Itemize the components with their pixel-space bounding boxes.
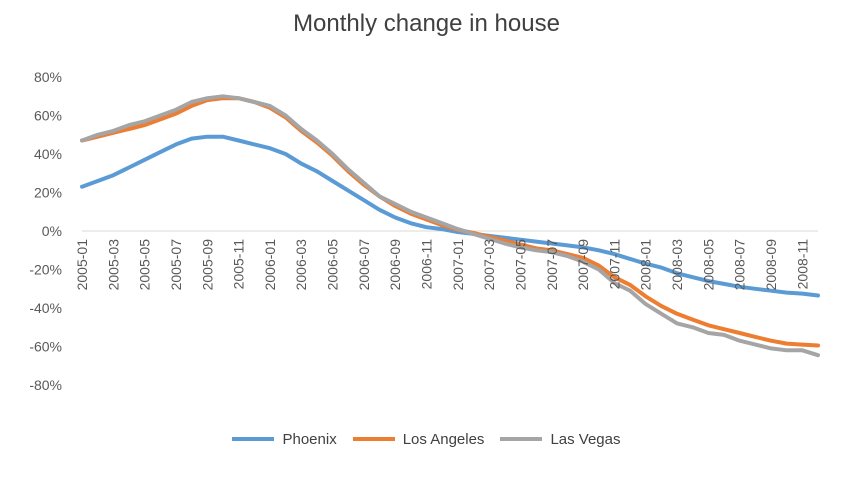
x-tick-label: 2007-05 bbox=[512, 239, 528, 291]
legend-label: Las Vegas bbox=[550, 430, 621, 448]
series-lines bbox=[80, 94, 820, 358]
x-tick-label: 2005-01 bbox=[74, 239, 90, 291]
y-tick-label: -20% bbox=[29, 262, 62, 278]
x-tick-label: 2006-09 bbox=[387, 239, 403, 291]
x-tick-label: 2007-09 bbox=[575, 239, 591, 291]
series-line-las-vegas bbox=[80, 94, 820, 358]
y-tick-label: 40% bbox=[34, 146, 62, 162]
series-line-phoenix bbox=[80, 134, 820, 298]
x-tick-label: 2005-05 bbox=[137, 239, 153, 291]
x-tick-label: 2005-11 bbox=[231, 239, 247, 290]
x-tick-label: 2006-11 bbox=[419, 239, 435, 290]
x-tick-label: 2008-09 bbox=[763, 239, 779, 291]
legend-label: Los Angeles bbox=[402, 430, 485, 448]
x-tick-label: 2007-03 bbox=[481, 239, 497, 291]
x-tick-label: 2008-11 bbox=[794, 239, 810, 290]
legend-item: Las Vegas bbox=[500, 430, 621, 448]
legend-swatch bbox=[232, 437, 275, 441]
y-axis-ticks: -80% -60% -40% -20% 0% 20% 40% 60% 80% bbox=[29, 69, 62, 393]
y-tick-label: 60% bbox=[34, 108, 62, 124]
y-tick-label: -80% bbox=[29, 377, 62, 393]
x-tick-label: 2008-01 bbox=[638, 239, 654, 291]
x-axis-ticks: 2005-01 2005-03 2005-05 2005-07 2005-09 2005-… bbox=[74, 239, 810, 291]
x-tick-label: 2008-05 bbox=[700, 239, 716, 291]
x-tick-label: 2006-05 bbox=[325, 239, 341, 291]
legend-swatch bbox=[500, 437, 543, 441]
legend-label: Phoenix bbox=[282, 430, 337, 448]
y-tick-label: 20% bbox=[34, 185, 62, 201]
series-line-los-angeles bbox=[80, 96, 820, 348]
x-tick-label: 2007-07 bbox=[544, 239, 560, 291]
x-tick-label: 2006-01 bbox=[262, 239, 278, 291]
x-tick-label: 2005-07 bbox=[168, 239, 184, 291]
legend-item: Los Angeles bbox=[352, 430, 485, 448]
x-tick-label: 2007-01 bbox=[450, 239, 466, 291]
x-tick-label: 2008-07 bbox=[732, 239, 748, 291]
x-tick-label: 2005-03 bbox=[105, 239, 121, 291]
x-tick-label: 2005-09 bbox=[199, 239, 215, 291]
y-tick-label: 80% bbox=[34, 69, 62, 85]
x-tick-label: 2006-07 bbox=[356, 239, 372, 291]
legend-item: Phoenix bbox=[232, 430, 337, 448]
legend: Phoenix Los Angeles Las Vegas bbox=[0, 428, 853, 448]
y-tick-label: -40% bbox=[29, 300, 62, 316]
x-tick-label: 2007-11 bbox=[606, 239, 622, 290]
y-tick-label: 0% bbox=[42, 223, 62, 239]
chart-title: Monthly change in house bbox=[293, 10, 560, 37]
y-tick-label: -60% bbox=[29, 339, 62, 355]
x-tick-label: 2006-03 bbox=[293, 239, 309, 291]
x-tick-label: 2008-03 bbox=[669, 239, 685, 291]
legend-swatch bbox=[352, 437, 395, 441]
